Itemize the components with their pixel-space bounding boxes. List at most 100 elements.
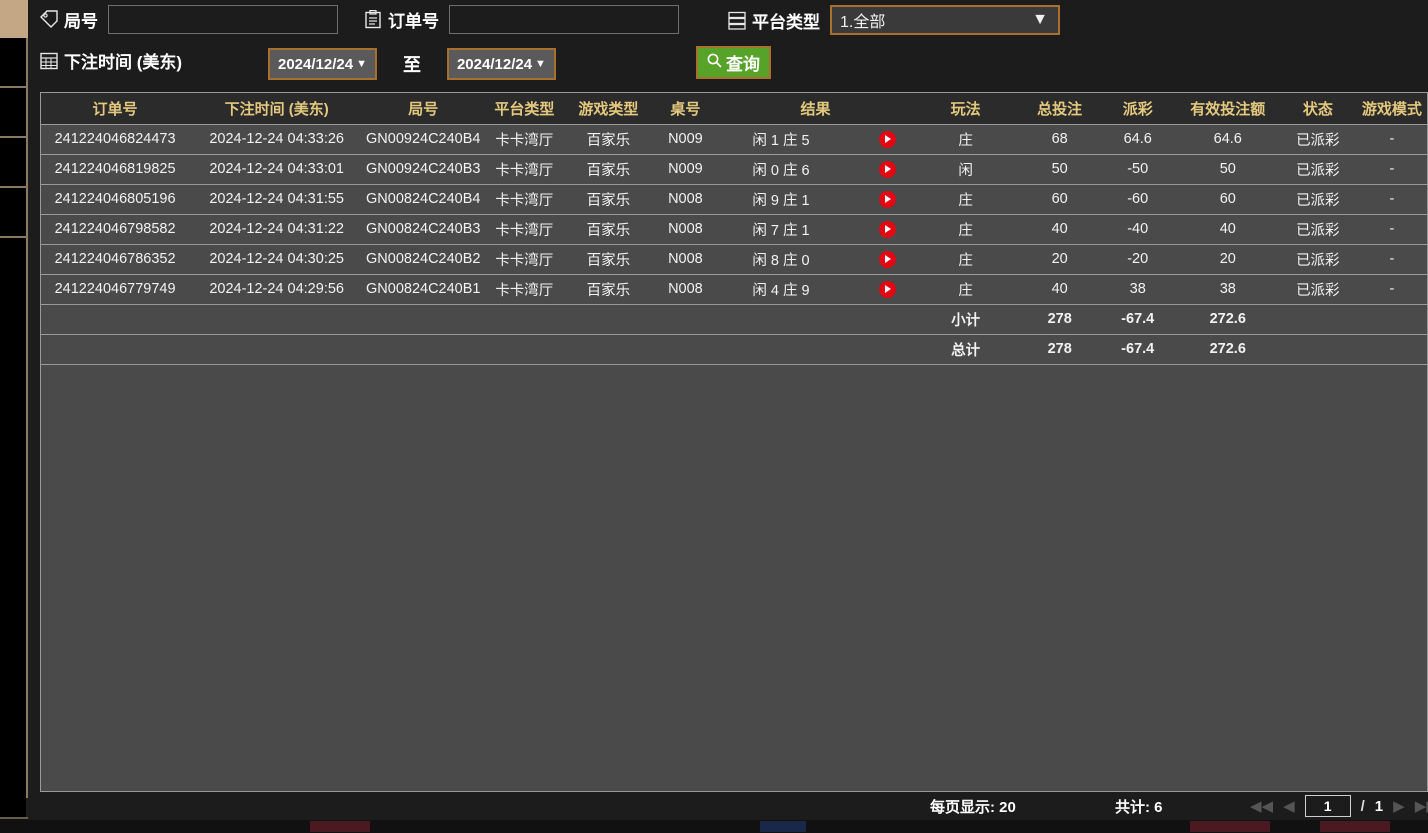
background-left-divider [26,38,28,798]
subtotal-row: 小计 278 -67.4 272.6 [41,304,1427,335]
table-row[interactable]: 241224046805196 2024-12-24 04:31:55 GN0082… [41,184,1427,215]
cell-summary-label: 小计 [910,304,1021,335]
date-to-button[interactable]: 2024/12/24 ▼ [446,48,556,80]
bet-history-table-container: 订单号 下注时间 (美东) 局号 平台类型 游戏类型 桌号 结果 玩法 总投注 … [40,92,1428,792]
cell-total-bet: 50 [1020,154,1099,185]
column-header-valid-bet[interactable]: 有效投注额 [1176,93,1279,125]
cell-round-no: GN00924C240B4 [364,124,483,155]
search-button[interactable]: 查询 [696,46,771,79]
cell-round-no: GN00824C240B1 [364,274,483,305]
order-no-input[interactable] [449,5,679,34]
play-video-icon[interactable] [879,220,896,238]
date-to-value: 2024/12/24 [456,55,533,73]
table-row[interactable]: 241224046798582 2024-12-24 04:31:22 GN0082… [41,214,1427,245]
page-number-input[interactable] [1304,795,1351,817]
cell-table-no: N008 [650,244,721,275]
bet-time-field-group: 下注时间 (美东) [40,48,182,73]
play-video-icon[interactable] [879,130,896,148]
cell-platform: 卡卡湾厅 [482,274,567,305]
table-row[interactable]: 241224046786352 2024-12-24 04:30:25 GN0082… [41,244,1427,275]
cell-empty [650,304,721,335]
column-header-game-type[interactable]: 游戏类型 [566,93,651,125]
cell-play: 庄 [910,274,1021,305]
cell-game-type: 百家乐 [566,244,651,275]
column-header-total-bet[interactable]: 总投注 [1020,93,1099,125]
cell-valid-bet: 50 [1176,154,1279,185]
pagination: ◀◀ ◀ / 1 ▶ ▶▶ [1250,795,1428,817]
cell-table-no: N009 [650,154,721,185]
cell-play: 闲 [910,154,1021,185]
date-from-value: 2024/12/24 [278,55,354,73]
page-count-label: 1 [1374,797,1384,815]
cell-status: 已派彩 [1278,244,1357,275]
cell-status: 已派彩 [1278,124,1357,155]
cell-total-bet: 60 [1020,184,1099,215]
bet-time-label: 下注时间 (美东) [64,53,183,72]
first-page-button[interactable]: ◀◀ [1250,797,1274,815]
cell-payout: 64.6 [1098,124,1177,155]
column-header-platform[interactable]: 平台类型 [482,93,567,125]
cell-valid-bet: 20 [1176,244,1279,275]
round-no-field-group: 局号 [40,5,338,34]
chevron-down-icon: ▼ [356,58,367,70]
bet-history-table: 订单号 下注时间 (美东) 局号 平台类型 游戏类型 桌号 结果 玩法 总投注 … [41,93,1427,365]
cell-game-type: 百家乐 [566,214,651,245]
round-no-input[interactable] [108,5,338,34]
cell-result: 闲 8 庄 0 [720,244,911,275]
last-page-button[interactable]: ▶▶ [1414,797,1428,815]
cell-valid-bet: 40 [1176,214,1279,245]
platform-type-select[interactable]: 1.全部 ▼ [830,5,1060,35]
cell-platform: 卡卡湾厅 [482,124,567,155]
column-header-order-no[interactable]: 订单号 [41,93,190,125]
cell-summary-valid-bet: 272.6 [1176,334,1279,365]
column-header-bet-time[interactable]: 下注时间 (美东) [189,93,365,125]
cell-bet-time: 2024-12-24 04:33:26 [189,124,365,155]
search-button-group: 查询 [696,46,771,79]
cell-payout: -40 [1098,214,1177,245]
cell-table-no: N008 [650,214,721,245]
table-row[interactable]: 241224046819825 2024-12-24 04:33:01 GN0092… [41,154,1427,185]
next-page-button[interactable]: ▶ [1393,797,1405,815]
cell-empty [41,334,190,365]
table-row[interactable]: 241224046779749 2024-12-24 04:29:56 GN0082… [41,274,1427,305]
play-video-icon[interactable] [879,160,896,178]
cell-empty [720,334,911,365]
background-chip [1190,821,1270,832]
cell-empty [566,334,651,365]
cell-game-mode: - [1356,214,1427,245]
column-header-payout[interactable]: 派彩 [1098,93,1177,125]
table-footer: 每页显示: 20 共计: 6 ◀◀ ◀ / 1 ▶ ▶▶ [40,792,1428,820]
cell-status: 已派彩 [1278,184,1357,215]
play-video-icon[interactable] [879,280,896,298]
prev-page-button[interactable]: ◀ [1283,797,1295,815]
column-header-result[interactable]: 结果 [720,93,911,125]
play-video-icon[interactable] [879,190,896,208]
background-chip [310,821,370,832]
play-video-icon[interactable] [879,250,896,268]
cell-game-type: 百家乐 [566,124,651,155]
cell-empty [650,334,721,365]
cell-empty [1278,304,1357,335]
cell-play: 庄 [910,214,1021,245]
column-header-round-no[interactable]: 局号 [364,93,483,125]
total-count-label: 共计: 6 [1115,798,1163,816]
cell-total-bet: 40 [1020,274,1099,305]
cell-game-mode: - [1356,244,1427,275]
cell-payout: -50 [1098,154,1177,185]
cell-result: 闲 9 庄 1 [720,184,911,215]
column-header-play[interactable]: 玩法 [910,93,1021,125]
column-header-table-no[interactable]: 桌号 [650,93,721,125]
result-text: 闲 0 庄 6 [752,162,810,179]
search-button-label: 查询 [726,55,760,74]
column-header-status[interactable]: 状态 [1278,93,1357,125]
column-header-game-mode[interactable]: 游戏模式 [1356,93,1427,125]
cell-bet-time: 2024-12-24 04:31:55 [189,184,365,215]
table-header-row: 订单号 下注时间 (美东) 局号 平台类型 游戏类型 桌号 结果 玩法 总投注 … [41,93,1427,125]
cell-bet-time: 2024-12-24 04:29:56 [189,274,365,305]
background-left-row-divider [0,136,26,138]
cell-order-no: 241224046798582 [41,214,190,245]
date-from-button[interactable]: 2024/12/24 ▼ [268,48,377,80]
cell-game-mode: - [1356,274,1427,305]
table-row[interactable]: 241224046824473 2024-12-24 04:33:26 GN0092… [41,124,1427,155]
cell-play: 庄 [910,244,1021,275]
